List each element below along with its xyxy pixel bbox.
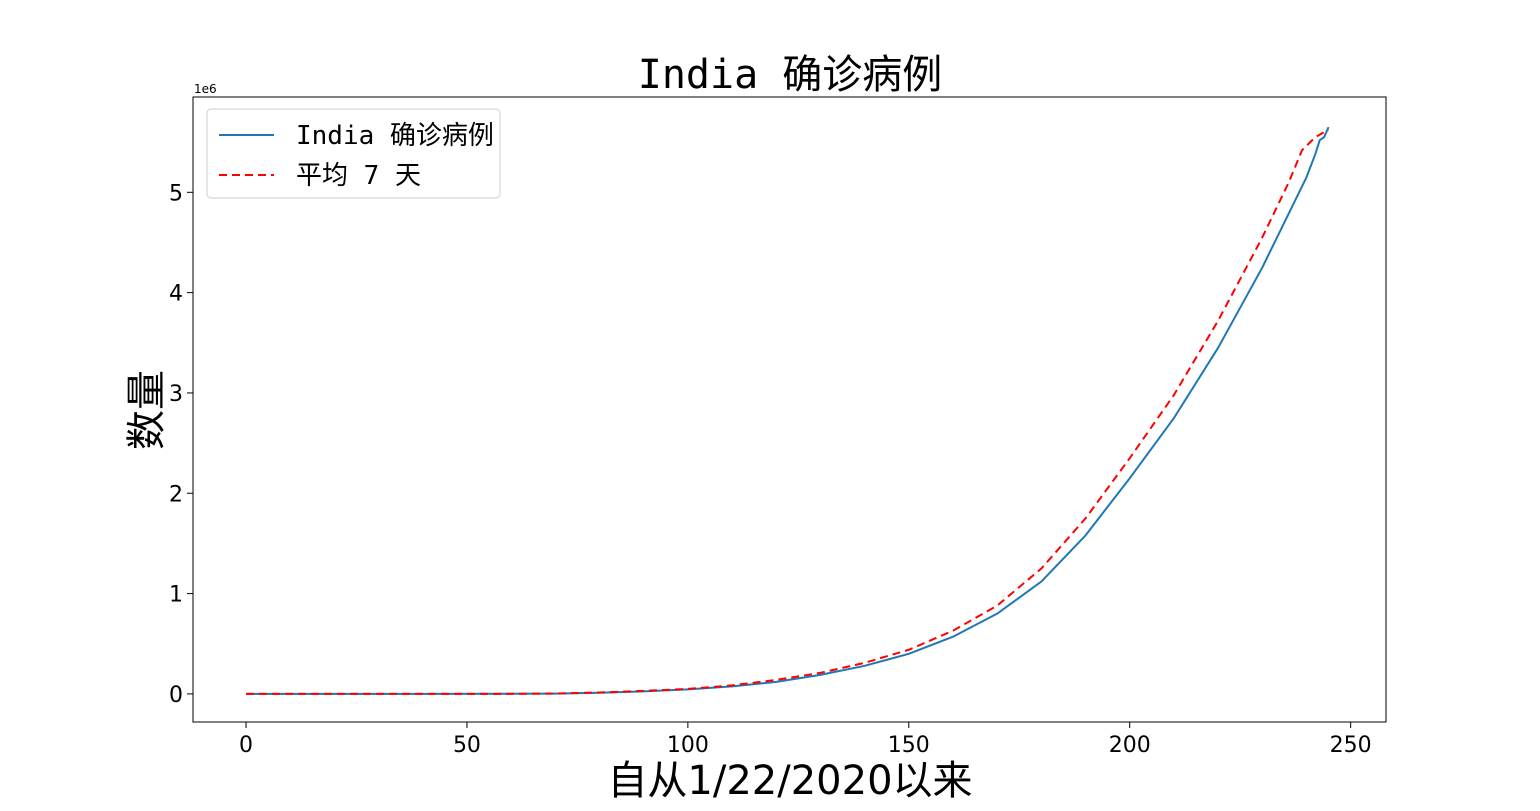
legend-label-average: 平均 7 天 [296,161,421,191]
y-offset-label: 1e6 [194,82,217,96]
y-axis: 0 1 2 3 4 5 [169,181,193,708]
legend-box [206,108,501,199]
legend-label-confirmed: India 确诊病例 [296,121,494,151]
x-tick-label: 50 [453,733,481,758]
y-tick-label: 5 [169,181,183,206]
y-tick-label: 0 [169,683,183,708]
y-tick-label: 2 [169,482,183,507]
plot-frame [192,96,1387,723]
x-tick-label: 100 [667,733,709,758]
y-tick-label: 3 [169,382,183,407]
x-axis: 0 50 100 150 200 250 [239,722,1372,758]
y-tick-label: 1 [169,583,183,608]
chart-title: India 确诊病例 [638,52,943,98]
series-line-confirmed [246,126,1330,695]
y-axis-label: 数量 [124,370,170,450]
x-tick-label: 150 [888,733,930,758]
x-tick-label: 0 [239,733,253,758]
x-axis-label: 自从1/22/2020以来 [607,758,972,804]
y-tick-label: 4 [169,282,183,307]
x-tick-label: 200 [1109,733,1151,758]
series-layer [246,126,1330,695]
series-line-average [246,129,1329,695]
x-tick-label: 250 [1330,733,1372,758]
legend: India 确诊病例 平均 7 天 [206,108,501,199]
